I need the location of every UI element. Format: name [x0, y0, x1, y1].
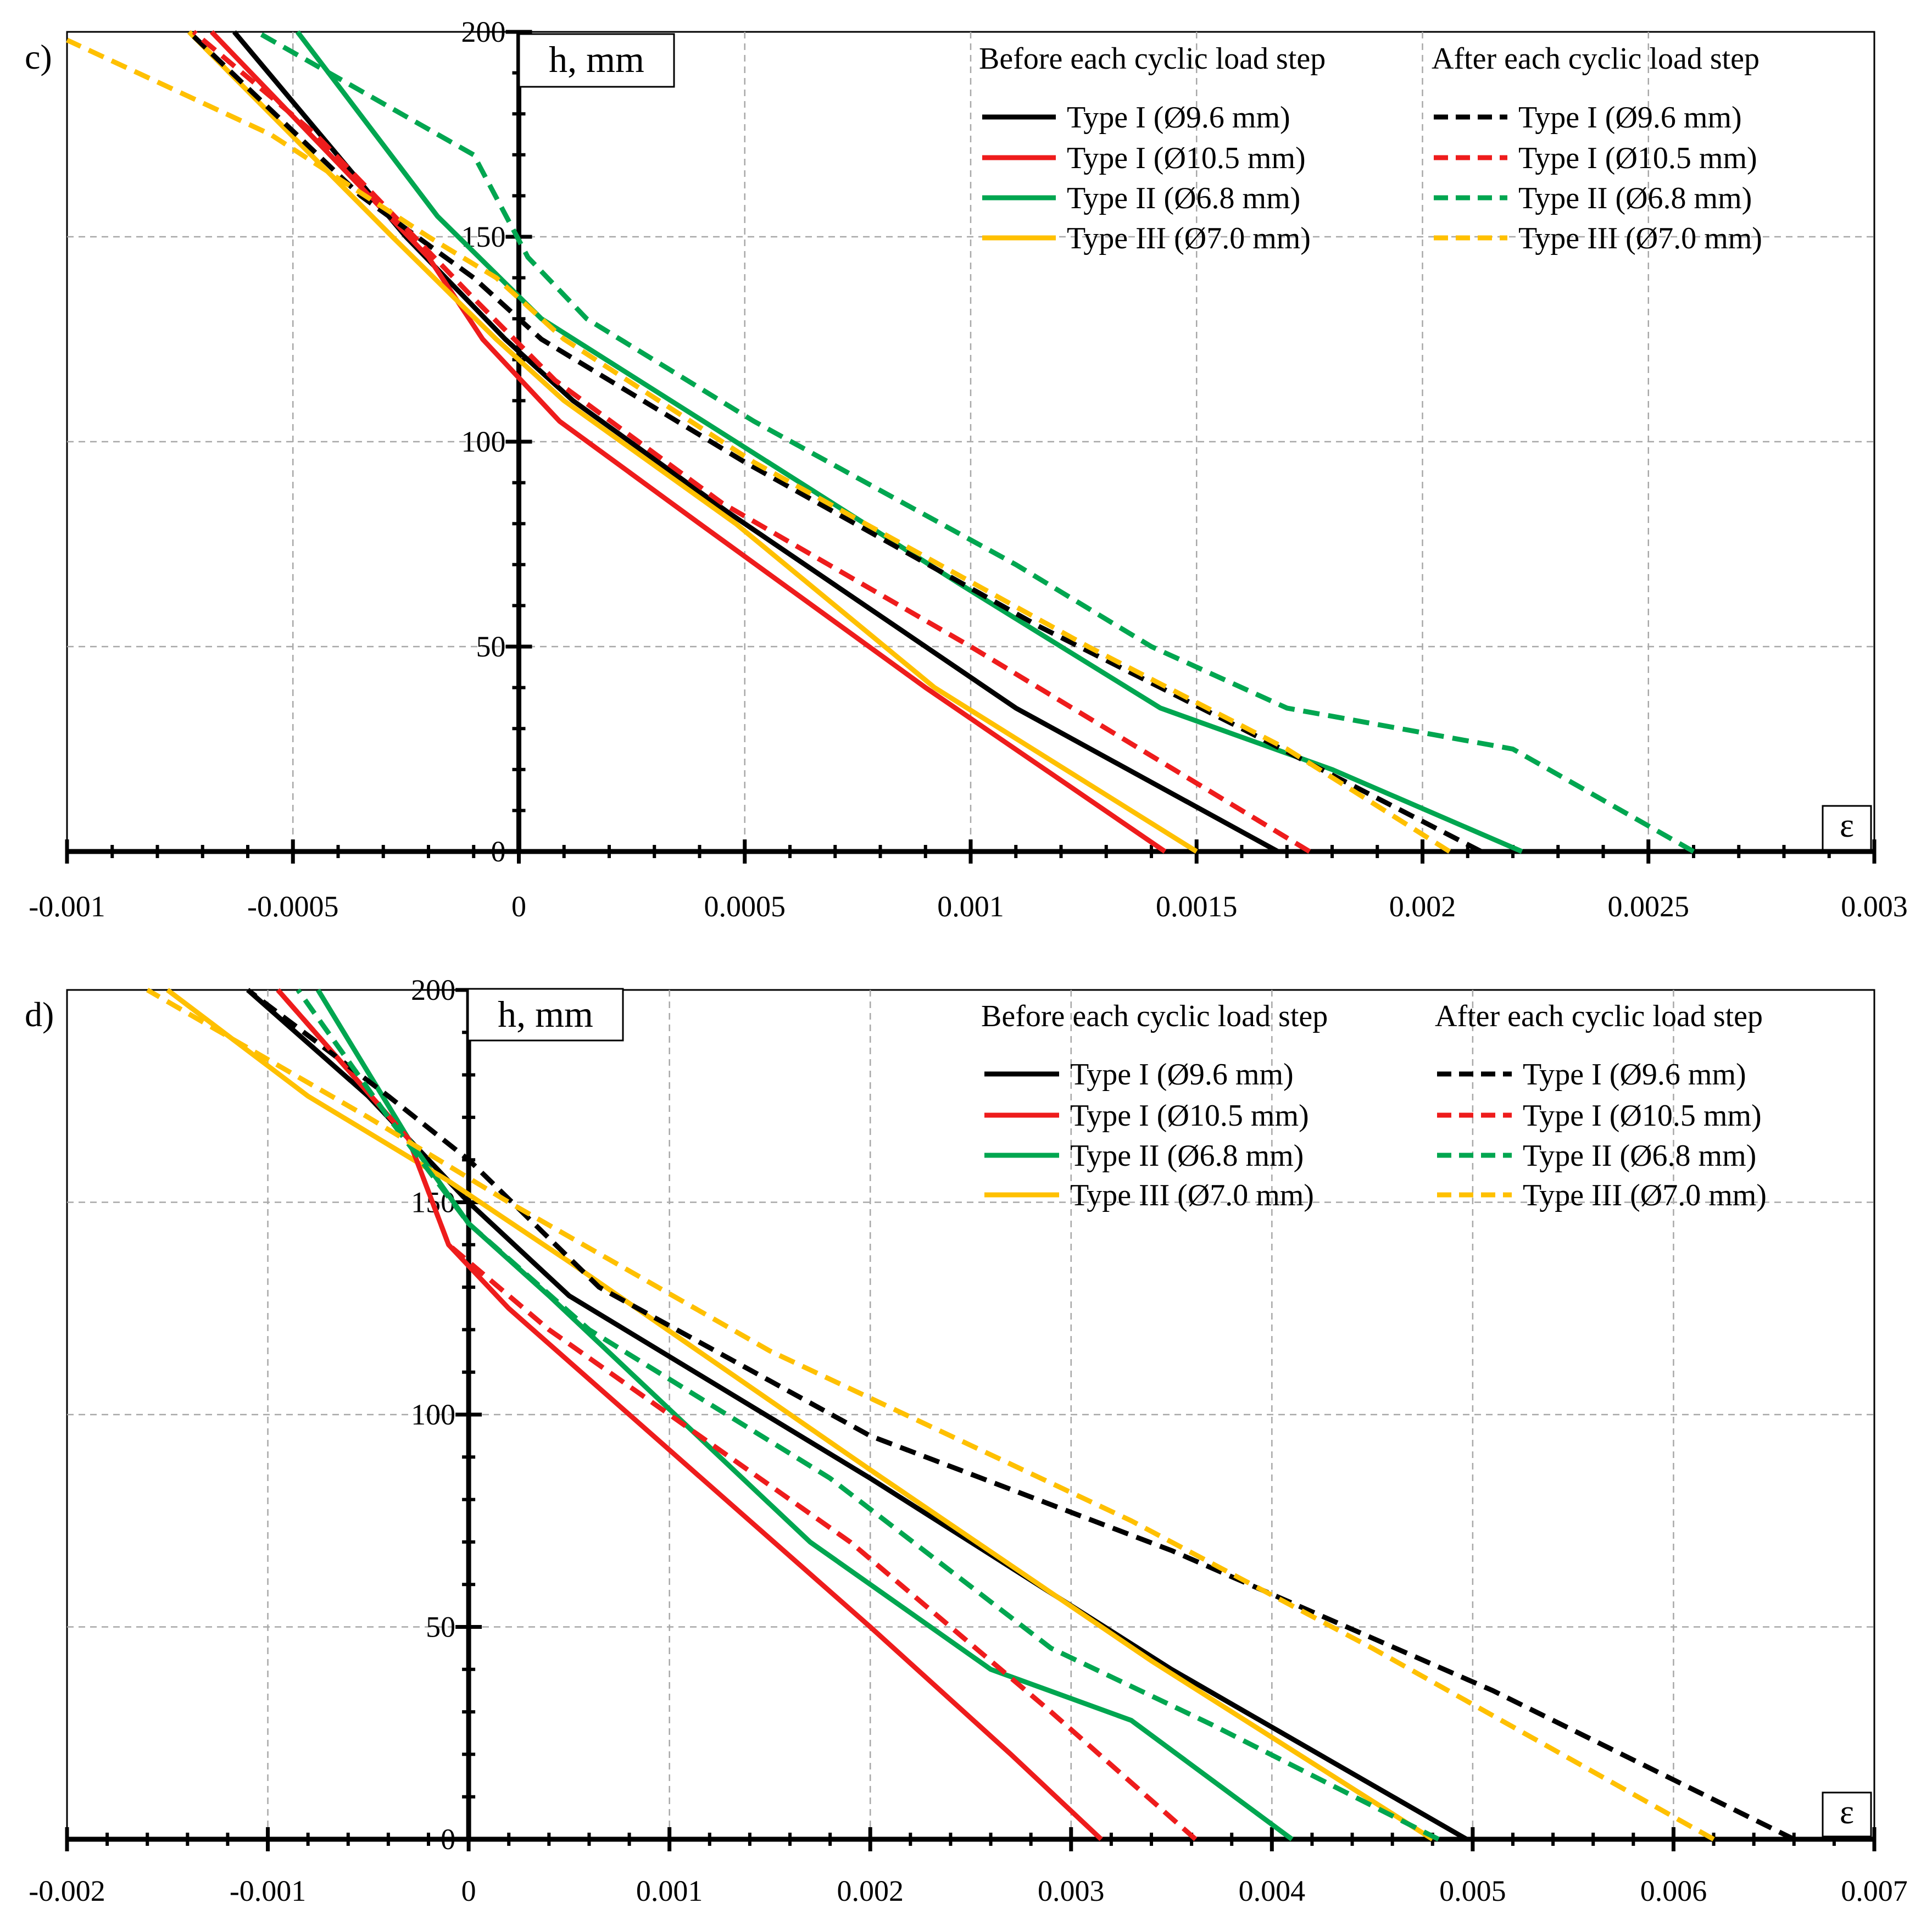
y-tick-label: 100: [461, 425, 506, 458]
series-line-after-5: [276, 988, 1198, 1841]
legend-title-before: Before each cyclic load step: [981, 999, 1328, 1033]
legend-entry-after-0: Type I (Ø9.6 mm): [1518, 101, 1742, 135]
legend-entry-before-1: Type I (Ø10.5 mm): [1070, 1099, 1309, 1133]
y-axis-label-box: [518, 33, 675, 88]
series-line-after-5: [192, 30, 1311, 854]
x-tick-label: 0.003: [1841, 890, 1908, 923]
legend-entry-after-2: Type II (Ø6.8 mm): [1523, 1139, 1756, 1173]
x-tick-label: -0.001: [230, 1874, 306, 1907]
x-tick-label: 0.0025: [1608, 890, 1690, 923]
x-tick-label: 0: [461, 1874, 476, 1907]
legend-entry-before-2: Type II (Ø6.8 mm): [1070, 1139, 1304, 1173]
x-tick-label: 0.001: [636, 1874, 703, 1907]
y-tick-label: 200: [461, 15, 506, 48]
chart-panel-c: -0.001 -0.0005 0 0.0005 0.001 0.0015 0.002 0.00…: [25, 15, 1908, 923]
series-group: [66, 30, 1695, 854]
x-axis-label-box: [1822, 1791, 1872, 1838]
x-tick-label: 0.0015: [1156, 890, 1238, 923]
series-line-after-6: [255, 30, 1695, 854]
y-tick-label: 50: [476, 630, 506, 663]
legend-entry-before-2: Type II (Ø6.8 mm): [1067, 181, 1300, 215]
legend-entry-after-1: Type I (Ø10.5 mm): [1518, 141, 1757, 175]
y-axis-label-box: [467, 988, 624, 1042]
series-line-before-1: [209, 30, 1167, 854]
series-line-after-4: [187, 30, 1483, 854]
x-tick-label: -0.002: [29, 1874, 105, 1907]
legend-title-after: After each cyclic load step: [1432, 42, 1760, 76]
y-tick-label: 50: [426, 1611, 455, 1644]
y-axis-label: h, mm: [549, 38, 644, 80]
x-tick-label: -0.0005: [247, 890, 338, 923]
x-tick-label: 0.002: [837, 1874, 904, 1907]
x-tick-label: 0.007: [1841, 1874, 1908, 1907]
series-group: [146, 988, 1795, 1842]
series-line-before-3: [166, 988, 1434, 1841]
y-tick-label: 0: [441, 1823, 455, 1856]
chart-panel-d: -0.002 -0.001 0 0.001 0.002 0.003 0.004 0.005 0.…: [25, 973, 1908, 1907]
x-tick-label: 0.001: [937, 890, 1004, 923]
y-tick-label: 100: [411, 1398, 455, 1431]
x-tick-label: -0.001: [29, 890, 105, 923]
legend: Before each cyclic load step After each c…: [979, 42, 1762, 255]
x-tick-label: 0.005: [1439, 1874, 1506, 1907]
legend-entry-after-3: Type III (Ø7.0 mm): [1518, 221, 1762, 255]
series-line-after-7: [146, 988, 1715, 1841]
x-tick-label: 0.006: [1640, 1874, 1707, 1907]
x-tick-label: 0.004: [1239, 1874, 1306, 1907]
x-axis-label-box: [1822, 805, 1872, 851]
series-line-after-7: [66, 37, 1451, 854]
legend-entry-after-2: Type II (Ø6.8 mm): [1518, 181, 1752, 215]
series-line-after-4: [246, 988, 1795, 1842]
series-line-before-1: [276, 988, 1103, 1841]
panel-label: d): [25, 995, 54, 1034]
x-tick-label: 0: [511, 890, 526, 923]
legend-entry-after-1: Type I (Ø10.5 mm): [1523, 1099, 1762, 1133]
legend-entry-before-0: Type I (Ø9.6 mm): [1067, 101, 1290, 135]
grid: [67, 32, 1874, 852]
x-tick-label: 0.003: [1038, 1874, 1105, 1907]
legend: Before each cyclic load step After each c…: [981, 999, 1767, 1212]
legend-entry-before-3: Type III (Ø7.0 mm): [1067, 221, 1311, 255]
legend-entry-after-0: Type I (Ø9.6 mm): [1523, 1058, 1746, 1092]
legend-entry-before-0: Type I (Ø9.6 mm): [1070, 1058, 1294, 1092]
legend-entry-before-1: Type I (Ø10.5 mm): [1067, 141, 1306, 175]
legend-entry-after-3: Type III (Ø7.0 mm): [1523, 1178, 1767, 1212]
panel-label: c): [25, 37, 52, 76]
x-tick-label: 0.0005: [704, 890, 786, 923]
y-tick-label: 0: [491, 835, 506, 868]
legend-title-after: After each cyclic load step: [1435, 999, 1763, 1033]
legend-entry-before-3: Type III (Ø7.0 mm): [1070, 1178, 1314, 1212]
x-axis-label: ε: [1840, 807, 1854, 844]
x-axis-label: ε: [1840, 1794, 1854, 1831]
y-axis-label: h, mm: [498, 993, 593, 1035]
series-line-after-6: [296, 988, 1440, 1842]
legend-title-before: Before each cyclic load step: [979, 42, 1326, 76]
x-tick-label: 0.002: [1389, 890, 1456, 923]
series-line-before-3: [187, 30, 1198, 854]
y-tick-label: 200: [411, 973, 455, 1006]
